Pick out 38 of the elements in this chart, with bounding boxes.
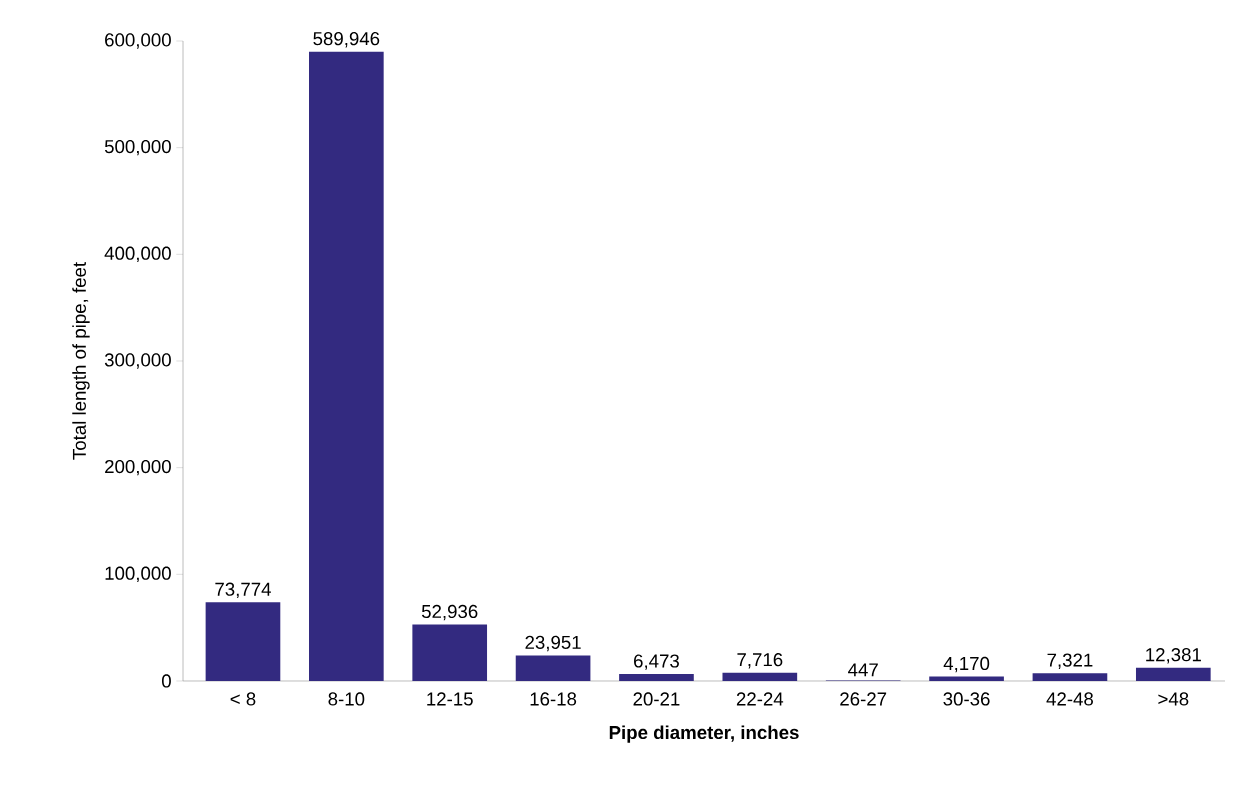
y-tick-label: 0 <box>161 674 171 688</box>
bar <box>309 51 384 681</box>
data-label: 7,716 <box>737 653 783 669</box>
bar <box>205 602 281 681</box>
bar <box>412 624 488 681</box>
y-tick-label: 400,000 <box>104 246 171 263</box>
data-label: 589,946 <box>313 32 380 48</box>
bar <box>515 655 591 681</box>
x-tick-label: < 8 <box>230 692 256 706</box>
x-tick-label: 26-27 <box>840 692 887 706</box>
x-tick-label: >48 <box>1158 692 1189 706</box>
bar <box>1135 667 1211 681</box>
x-tick-label: 16-18 <box>530 692 577 706</box>
data-label: 52,936 <box>421 604 478 621</box>
y-tick-label: 600,000 <box>105 33 171 49</box>
data-label: 447 <box>848 663 878 677</box>
y-tick-label: 300,000 <box>104 353 171 369</box>
data-label: 6,473 <box>634 654 679 670</box>
y-tick-label: 100,000 <box>105 566 171 583</box>
x-tick-label: 30-36 <box>943 692 990 706</box>
data-label: 73,774 <box>215 582 271 599</box>
x-tick-label: 22-24 <box>736 692 784 706</box>
y-tick-label: 200,000 <box>105 459 171 476</box>
data-label: 4,170 <box>943 656 990 673</box>
x-tick-label: 42-48 <box>1046 692 1093 706</box>
data-label: 7,321 <box>1047 653 1093 669</box>
x-tick-label: 20-21 <box>633 692 680 706</box>
bar <box>929 676 1004 681</box>
x-tick-label: 12-15 <box>427 692 473 706</box>
x-tick-label: 8-10 <box>328 692 365 706</box>
y-axis-title: Total length of pipe, feet <box>72 262 90 460</box>
bar <box>619 674 694 681</box>
bar <box>1032 673 1108 681</box>
bar <box>722 672 798 681</box>
y-tick-label: 500,000 <box>104 139 171 156</box>
data-label: 23,951 <box>525 635 581 652</box>
data-label: 12,381 <box>1146 648 1201 664</box>
x-axis-title: Pipe diameter, inches <box>609 725 799 743</box>
